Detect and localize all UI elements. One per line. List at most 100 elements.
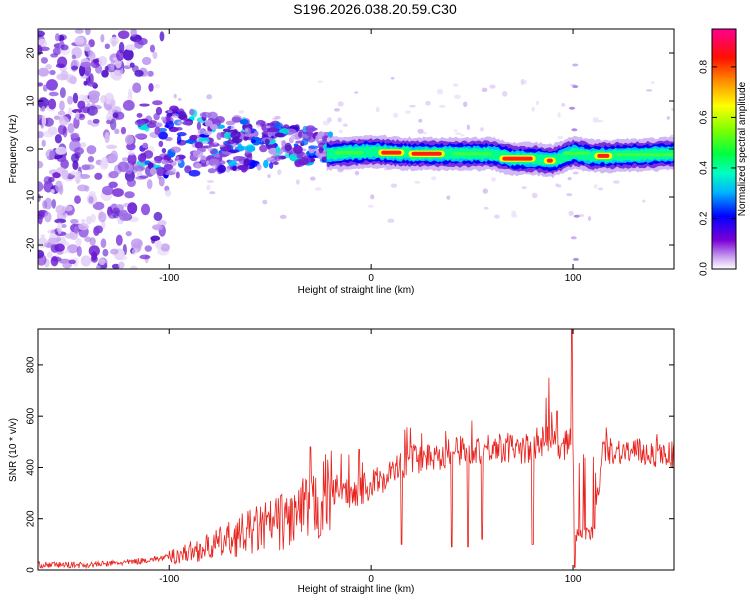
spectrogram-cell — [146, 179, 153, 190]
spectrogram-cell — [463, 101, 468, 108]
spectrogram-ytick-label: 10 — [26, 95, 37, 107]
spectrogram-cell — [209, 191, 216, 195]
spectrogram-cell — [209, 124, 218, 130]
spectrogram-cell — [211, 164, 217, 169]
spectrogram-cell — [216, 132, 222, 141]
spectrogram-cell — [163, 163, 173, 171]
snr-ytick-label: 600 — [26, 407, 37, 424]
spectrogram-cell — [77, 100, 86, 110]
spectrogram-cell — [207, 168, 217, 174]
spectrogram-cell — [267, 174, 271, 179]
spectrogram-cell — [81, 218, 86, 223]
spectrogram-cell — [57, 124, 67, 135]
spectrogram-cell — [572, 85, 579, 89]
spectrogram-cell — [111, 263, 121, 269]
colorbar-tick-label: 0.0 — [699, 262, 710, 276]
spectrogram-cell — [112, 112, 119, 119]
spectrogram-cell — [170, 168, 177, 174]
spectrogram-cell — [436, 88, 444, 95]
colorbar-tick-label: 0.6 — [699, 110, 710, 124]
spectrogram-cell — [139, 254, 151, 260]
spectrogram-cell — [67, 95, 74, 105]
spectrogram-cell — [52, 47, 62, 56]
spectrogram-cell — [58, 184, 64, 195]
spectrogram-cell — [409, 104, 416, 108]
spectrogram-cell — [561, 102, 566, 107]
spectrogram-cell — [54, 133, 62, 144]
spectrogram-cell — [177, 98, 182, 101]
spectrogram-cell — [417, 128, 424, 134]
spectrogram-cell — [490, 177, 497, 182]
spectrogram-cell — [79, 174, 91, 180]
spectrogram-cell — [105, 119, 112, 125]
spectrogram-xtick-label: 100 — [565, 273, 582, 284]
spectrogram-cell — [194, 162, 202, 169]
spectrogram-cell — [315, 150, 327, 158]
spectrogram-cell — [98, 258, 106, 266]
spectrogram-cell — [431, 176, 437, 181]
spectrogram-cell — [273, 122, 284, 129]
spectrogram-cell — [176, 134, 182, 144]
spectrogram-cell — [127, 202, 138, 215]
spectrogram-cell — [207, 146, 213, 152]
spectrogram-cell — [370, 194, 375, 200]
spectrogram-cell — [272, 117, 279, 120]
spectrogram-cell — [46, 251, 53, 259]
spectrogram-cell — [134, 119, 146, 126]
spectrogram-ridge-peak — [546, 158, 553, 163]
spectrogram-cell — [215, 116, 225, 124]
spectrogram-cell — [265, 125, 271, 129]
spectrogram-cell — [80, 61, 92, 68]
spectrogram-cell — [246, 145, 256, 152]
spectrogram-cell — [87, 105, 98, 116]
spectrogram-cell — [122, 99, 135, 111]
spectrogram-cell — [85, 29, 91, 36]
spectrogram-cell — [94, 225, 103, 234]
spectrogram-cell — [130, 238, 143, 249]
spectrogram-cell — [161, 159, 169, 165]
spectrogram-cell — [100, 156, 109, 169]
spectrogram-cell — [38, 30, 45, 38]
spectrogram-cell — [568, 210, 574, 216]
spectrogram-cell — [52, 172, 61, 179]
spectrogram-cell — [149, 44, 156, 53]
spectrogram-cell — [87, 49, 94, 57]
spectrogram-cell — [158, 140, 164, 148]
spectrogram-cell — [51, 198, 57, 209]
spectrogram-cell — [134, 133, 147, 139]
spectrogram-cell — [275, 146, 281, 154]
spectrogram-cell — [150, 235, 161, 242]
spectrogram-cell — [666, 116, 670, 120]
spectrogram-cell — [279, 214, 287, 220]
spectrogram-cell — [134, 39, 144, 49]
spectrogram-cell — [301, 138, 309, 146]
spectrogram-cell — [114, 128, 120, 135]
spectrogram-cell — [100, 238, 107, 248]
spectrogram-cell — [337, 101, 344, 107]
spectrogram-ylabel: Frequency (Hz) — [8, 115, 19, 184]
spectrogram-cell — [158, 176, 165, 187]
spectrogram-cell — [141, 56, 152, 66]
spectrogram-cell — [139, 103, 150, 107]
spectrogram-cell — [390, 183, 398, 188]
spectrogram-cell — [203, 130, 212, 136]
spectrogram-cell — [38, 253, 47, 266]
spectrogram-cell — [642, 199, 646, 203]
colorbar: 0.0 0.2 0.4 0.6 0.8 Normalized spectral ampl… — [699, 28, 748, 276]
spectrogram-cell — [38, 67, 50, 77]
spectrogram-cell — [78, 64, 86, 77]
spectrogram-cell — [480, 127, 484, 132]
spectrogram-cell — [308, 145, 319, 150]
spectrogram-cell — [61, 223, 67, 229]
spectrogram-cell — [45, 64, 52, 70]
spectrogram-cell — [232, 155, 245, 162]
snr-ytick-label: 200 — [26, 510, 37, 527]
spectrogram-cell — [274, 155, 281, 161]
spectrogram-ridge-green — [334, 151, 364, 155]
spectrogram-cell — [387, 218, 395, 223]
spectrogram-cell — [55, 146, 67, 155]
spectrogram-cell — [76, 245, 82, 257]
spectrogram-cell — [293, 145, 303, 155]
spectrogram-cell — [59, 87, 66, 99]
